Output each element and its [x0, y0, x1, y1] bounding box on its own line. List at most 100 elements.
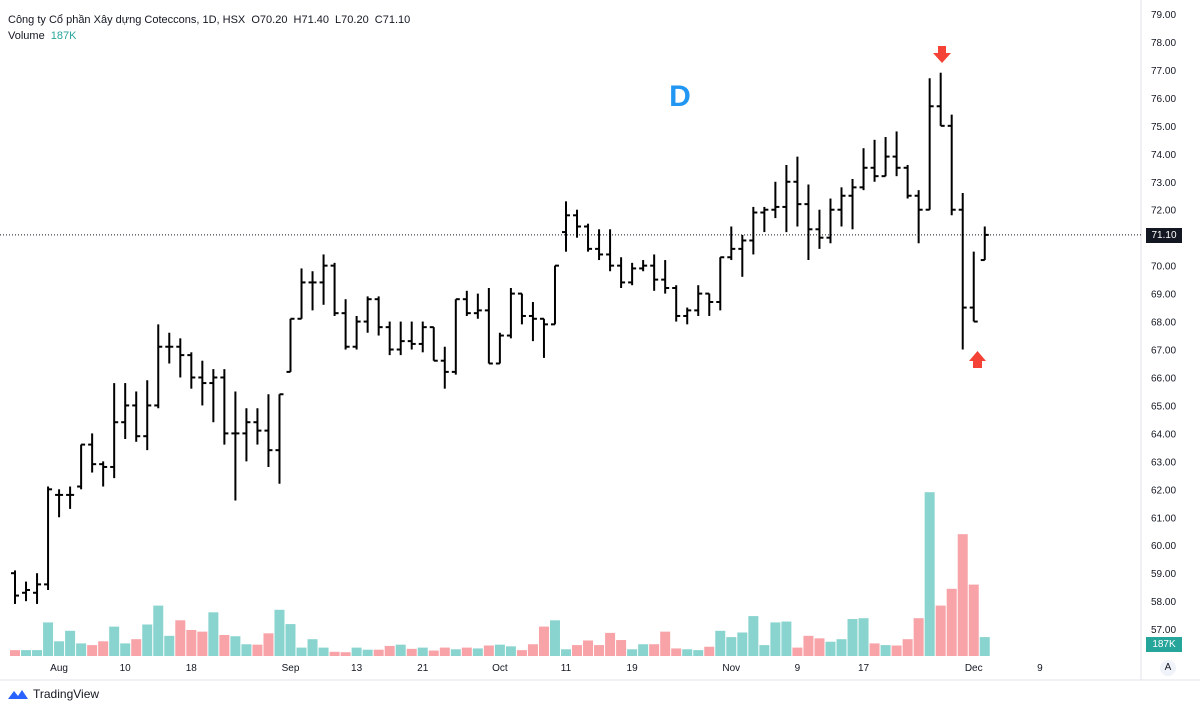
- volume-bar: [836, 639, 847, 656]
- y-tick-label: 65.00: [1151, 401, 1176, 412]
- volume-bar: [583, 640, 594, 656]
- x-tick-label: Dec: [965, 663, 983, 674]
- chart-legend: Công ty Cổ phần Xây dựng Coteccons, 1D, …: [8, 12, 413, 44]
- y-tick-label: 63.00: [1151, 457, 1176, 468]
- x-tick-label: 9: [1037, 663, 1043, 674]
- open-label: O: [251, 14, 260, 26]
- volume-bar: [153, 605, 164, 656]
- low-label: L: [335, 14, 342, 26]
- close-label: C: [374, 14, 383, 26]
- volume-bar: [450, 649, 461, 656]
- volume-bar: [439, 647, 450, 656]
- volume-bar: [858, 618, 869, 656]
- volume-bar: [704, 646, 715, 656]
- volume-bar: [737, 632, 748, 656]
- volume-bar: [373, 649, 384, 656]
- y-tick-label: 69.00: [1151, 290, 1176, 301]
- y-tick-label: 77.00: [1151, 66, 1176, 77]
- auto-scale-button[interactable]: A: [1160, 660, 1176, 676]
- volume-bar: [979, 637, 990, 656]
- x-tick-label: 18: [186, 663, 198, 674]
- volume-bar: [32, 650, 43, 656]
- volume-bar: [516, 650, 527, 656]
- volume-bar: [726, 637, 737, 656]
- y-tick-label: 79.00: [1151, 10, 1176, 21]
- volume-bar: [792, 647, 803, 656]
- volume-bar: [770, 622, 781, 656]
- y-tick-label: 73.00: [1151, 178, 1176, 189]
- volume-bar: [671, 648, 682, 656]
- volume-bar: [638, 644, 649, 656]
- volume-bar: [175, 620, 186, 656]
- volume-bar: [869, 643, 880, 656]
- volume-bar: [527, 644, 538, 656]
- tradingview-logo[interactable]: TradingView: [8, 687, 99, 701]
- volume-bar: [461, 647, 472, 656]
- volume-bar: [814, 638, 825, 656]
- y-tick-label: 76.00: [1151, 94, 1176, 105]
- volume-bar: [483, 645, 494, 656]
- volume-bar: [340, 652, 351, 656]
- volume-bar: [329, 651, 340, 656]
- down-arrow-icon: [933, 46, 951, 63]
- x-tick-label: Sep: [282, 663, 300, 674]
- volume-bar: [241, 644, 252, 656]
- x-tick-label: 10: [120, 663, 132, 674]
- volume-bar: [759, 645, 770, 656]
- volume-bar: [649, 644, 660, 656]
- volume-bar: [10, 650, 20, 656]
- volume-bar: [65, 630, 76, 656]
- volume-bar: [252, 644, 263, 656]
- legend-volume-row: Volume 187K: [8, 28, 413, 44]
- y-tick-label: 59.00: [1151, 569, 1176, 580]
- y-tick-label: 70.00: [1151, 262, 1176, 273]
- volume-bar: [197, 631, 208, 656]
- high-label: H: [293, 14, 302, 26]
- volume-bar: [296, 647, 307, 656]
- volume-label: Volume: [8, 30, 45, 42]
- volume-bar: [748, 616, 759, 656]
- annotation-letter: D: [669, 80, 691, 113]
- volume-value: 187K: [50, 30, 77, 42]
- volume-bar: [285, 624, 296, 656]
- volume-bar: [142, 624, 153, 656]
- up-arrow-icon: [969, 351, 986, 368]
- volume-bar: [76, 643, 87, 656]
- volume-bar: [803, 635, 814, 656]
- volume-bar: [693, 650, 704, 656]
- volume-bar: [263, 633, 274, 656]
- x-tick-label: 11: [561, 663, 572, 674]
- volume-bar: [318, 647, 329, 656]
- y-tick-label: 66.00: [1151, 373, 1176, 384]
- volume-bar: [825, 641, 836, 656]
- volume-bar: [230, 636, 241, 656]
- x-tick-label: Nov: [722, 663, 740, 674]
- volume-bar: [561, 649, 571, 656]
- volume-bar: [891, 645, 902, 656]
- volume-bar: [98, 641, 109, 656]
- volume-bar: [43, 622, 54, 656]
- x-tick-label: 17: [858, 663, 870, 674]
- y-tick-label: 67.00: [1151, 346, 1176, 357]
- y-tick-label: 57.00: [1151, 625, 1176, 636]
- volume-bar: [616, 640, 627, 656]
- volume-bar: [715, 630, 726, 656]
- volume-bar: [362, 649, 373, 656]
- volume-bar: [428, 650, 439, 656]
- volume-bar: [660, 631, 671, 656]
- x-tick-label: 9: [795, 663, 801, 674]
- volume-bar: [946, 588, 957, 656]
- y-tick-label: 78.00: [1151, 38, 1176, 49]
- volume-bar: [594, 645, 605, 656]
- volume-bar: [957, 534, 968, 656]
- x-tick-label: 21: [417, 663, 429, 674]
- volume-bar: [54, 641, 65, 656]
- volume-bar: [935, 605, 946, 656]
- volume-bar: [494, 644, 505, 656]
- volume-bar: [395, 644, 406, 656]
- volume-bar: [406, 648, 417, 656]
- close-value: 71.10: [382, 14, 411, 26]
- x-tick-label: 13: [351, 663, 363, 674]
